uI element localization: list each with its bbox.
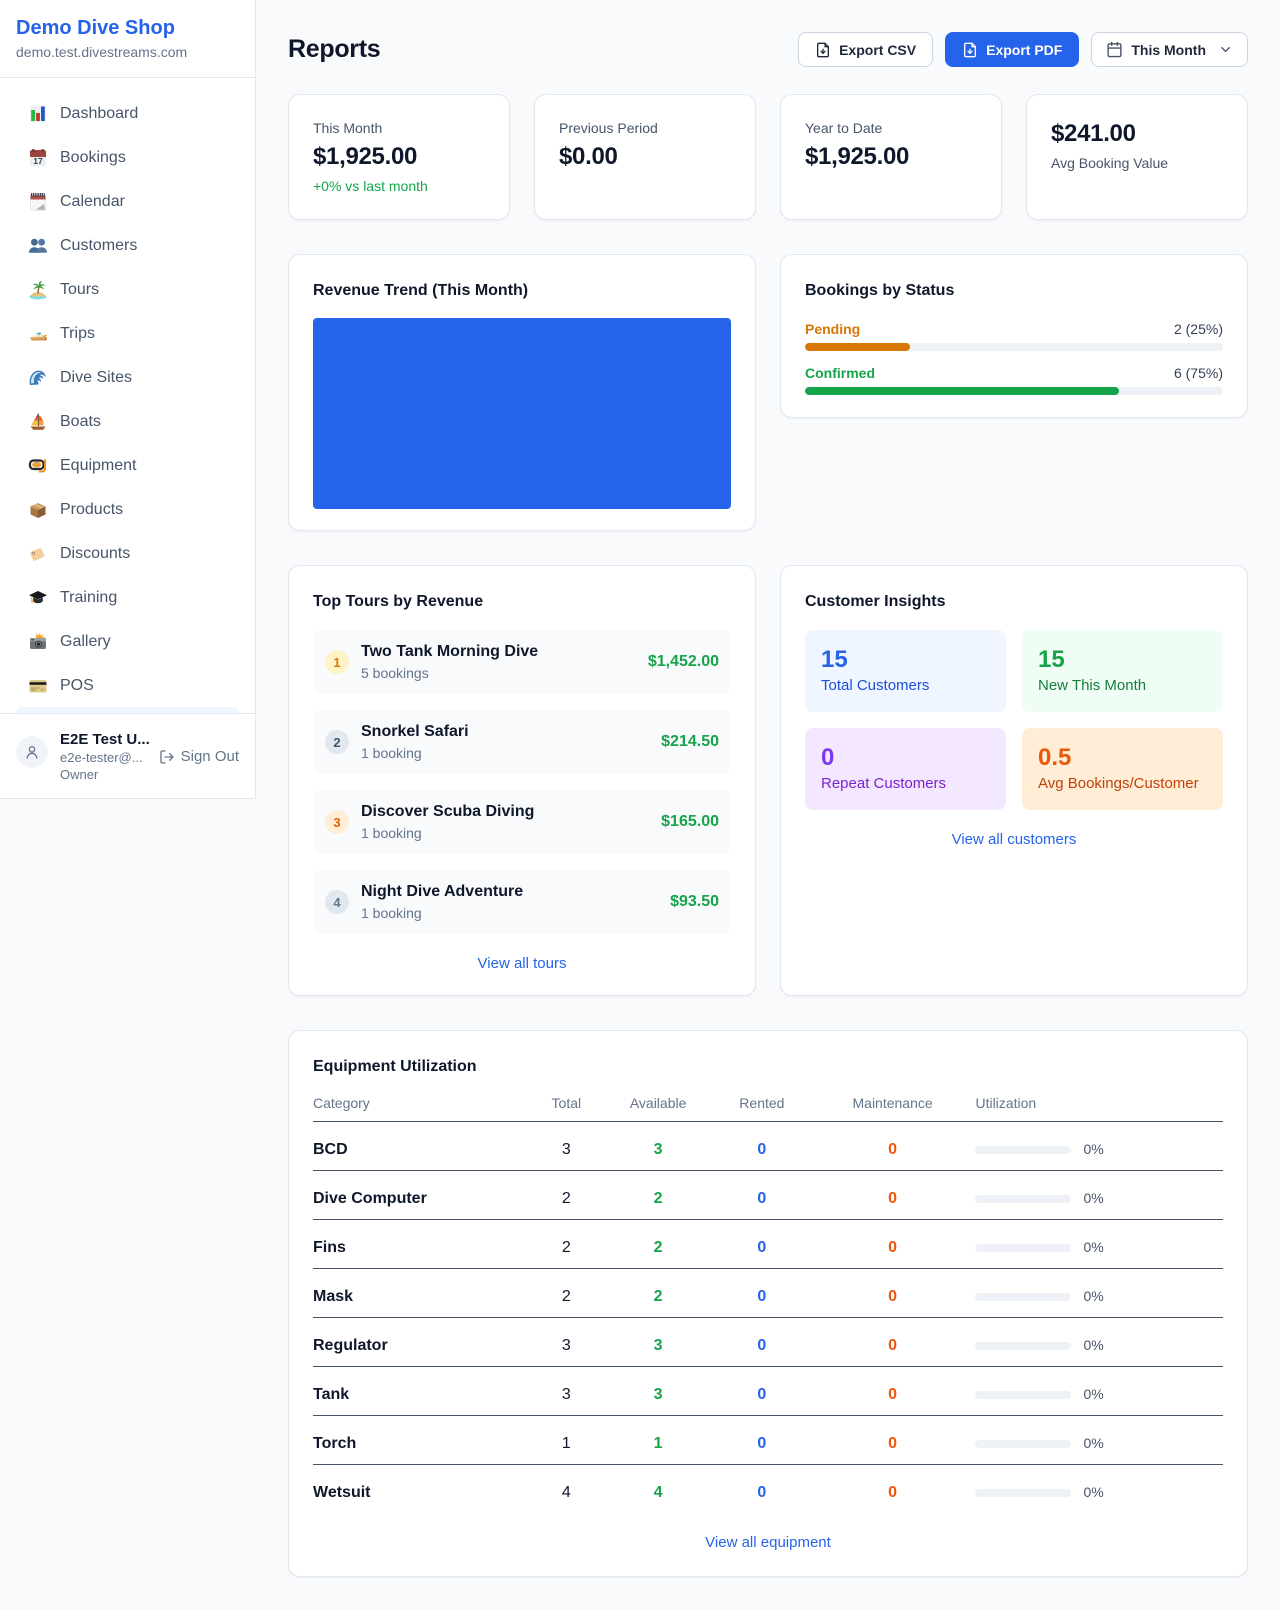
svg-text:17: 17 (33, 156, 43, 166)
